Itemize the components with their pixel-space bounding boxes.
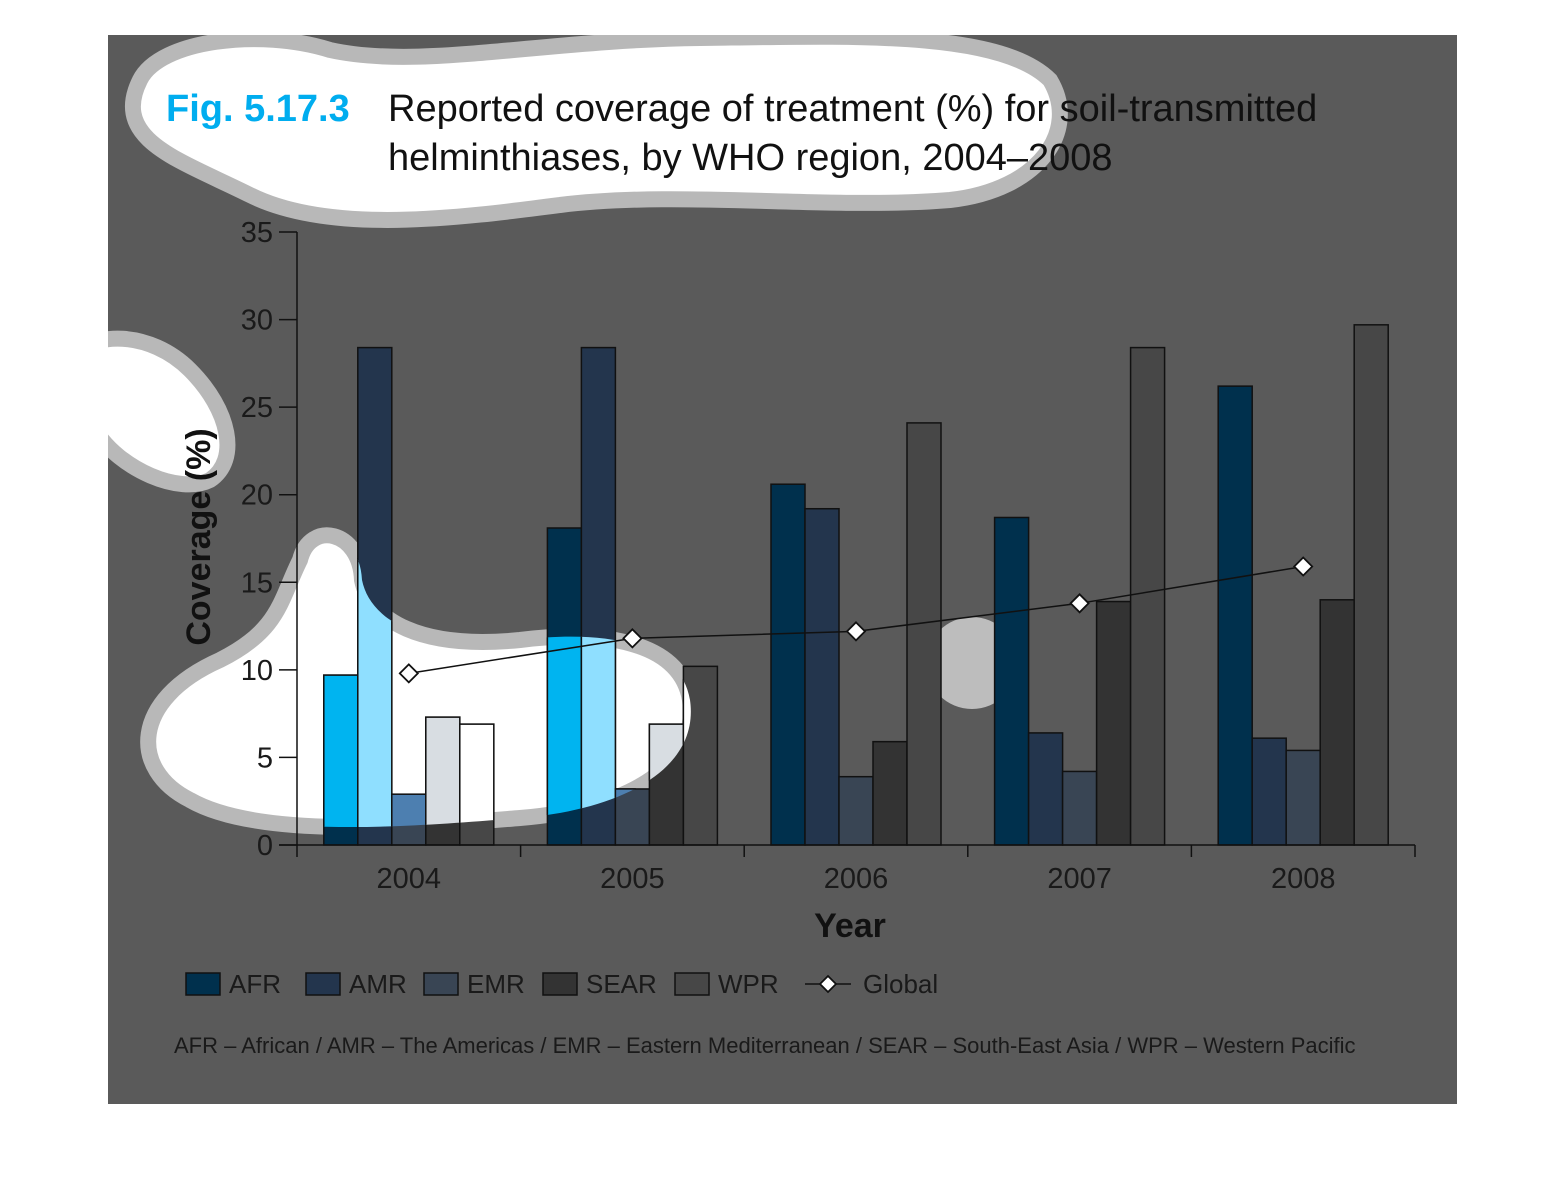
x-tick-label: 2007 (1047, 863, 1112, 895)
bar-amr-2007 (1027, 732, 1064, 846)
legend-label-amr: AMR (349, 969, 407, 999)
axes-layer (279, 231, 1416, 857)
y-tick-label: 25 (241, 392, 273, 424)
bar-emr-2005 (614, 788, 651, 846)
global-point-2006 (845, 621, 867, 642)
bar-sear-2006 (872, 740, 908, 846)
bar-afr-2008 (1217, 385, 1253, 846)
y-tick-label: 35 (241, 217, 273, 249)
legend-swatch-amr (305, 972, 341, 996)
chart-title-line2: helminthiases, by WHO region, 2004–2008 (388, 137, 1113, 179)
figure-label: Fig. 5.17.3 (166, 88, 350, 130)
bar-sear-2008 (1319, 599, 1355, 846)
bar-afr-2006 (770, 483, 806, 846)
bar-wpr-2007 (1129, 346, 1166, 846)
global-point-2005 (622, 628, 643, 649)
bar-highlight-sear-2004 (425, 716, 461, 828)
x-tick-label: 2004 (377, 863, 442, 895)
legend-label-wpr: WPR (718, 969, 779, 999)
y-tick-label: 10 (241, 655, 273, 687)
bar-afr-2007 (993, 516, 1030, 846)
global-line-layer (398, 556, 1314, 684)
legend-marker-global (818, 974, 838, 994)
bar-highlight-afr-2004 (323, 674, 359, 828)
bar-wpr-2005 (682, 665, 719, 846)
y-tick-label: 5 (257, 742, 273, 774)
y-tick-label: 0 (257, 830, 273, 862)
x-tick-label: 2006 (824, 863, 889, 895)
bar-emr-2007 (1061, 770, 1098, 846)
legend-label-afr: AFR (229, 969, 281, 999)
x-axis-title: Year (814, 907, 886, 945)
cloud-shape-left (108, 330, 236, 493)
bar-amr-2008 (1251, 737, 1287, 846)
legend: AFR AMR EMR SEAR WPR Global (185, 969, 938, 999)
legend-swatch-wpr (674, 972, 710, 996)
cloud-shape-title (125, 35, 1068, 228)
global-point-2008 (1292, 556, 1314, 577)
bar-highlight-wpr-2004 (459, 723, 495, 828)
bar-wpr-2006 (906, 422, 942, 846)
y-tick-label: 15 (241, 567, 273, 599)
x-tick-label: 2008 (1271, 863, 1336, 895)
legend-label-sear: SEAR (586, 969, 657, 999)
chart-title-line1: Reported coverage of treatment (%) for s… (388, 88, 1317, 130)
x-tick-label: 2005 (600, 863, 665, 895)
bar-emr-2008 (1285, 749, 1321, 846)
bar-emr-2006 (838, 775, 874, 846)
global-point-2004 (398, 663, 420, 684)
footnote: AFR – African / AMR – The Americas / EMR… (174, 1033, 1356, 1058)
y-axis-title: Coverage (%) (180, 428, 218, 645)
legend-swatch-emr (423, 972, 459, 996)
bar-amr-2006 (804, 507, 840, 846)
tick-labels: 0 5 10 15 20 25 30 35 2004 2005 2006 2007 2008 (241, 217, 1336, 895)
legend-label-emr: EMR (467, 969, 525, 999)
bar-sear-2007 (1095, 600, 1132, 846)
legend-swatch-afr (185, 972, 221, 996)
global-point-2007 (1069, 593, 1090, 614)
bar-wpr-2008 (1353, 324, 1389, 846)
y-tick-label: 20 (241, 480, 273, 512)
y-tick-label: 30 (241, 305, 273, 337)
legend-label-global: Global (863, 969, 938, 999)
legend-swatch-sear (542, 972, 578, 996)
